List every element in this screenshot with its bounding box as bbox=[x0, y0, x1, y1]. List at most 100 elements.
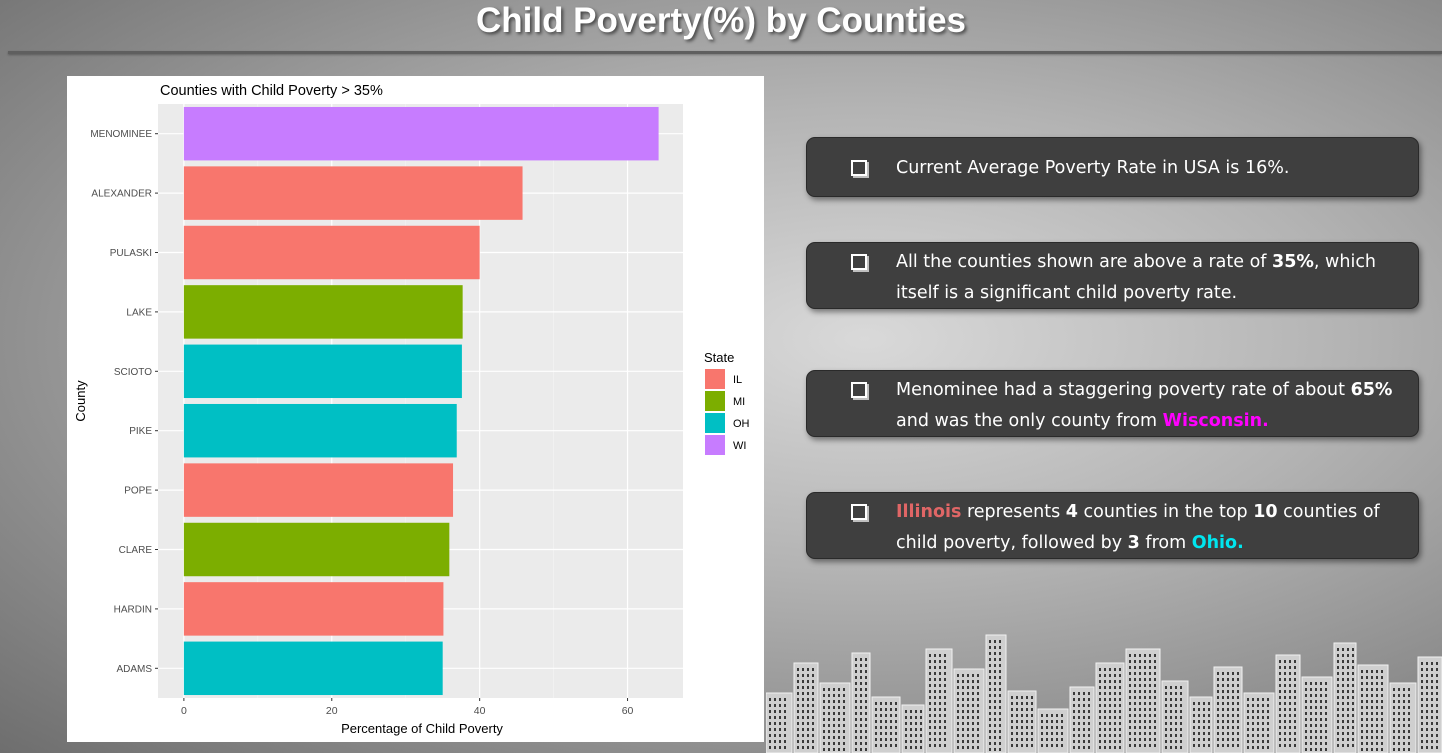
building-window bbox=[1315, 682, 1317, 685]
building-window bbox=[1222, 732, 1224, 735]
building-window bbox=[1262, 704, 1264, 707]
building-window bbox=[1139, 654, 1141, 657]
building-window bbox=[1376, 724, 1378, 727]
building-window bbox=[1403, 736, 1405, 739]
building-window bbox=[1431, 680, 1433, 683]
building-window bbox=[1262, 698, 1264, 701]
building-window bbox=[920, 746, 922, 749]
building-window bbox=[1227, 726, 1229, 729]
building-window bbox=[920, 716, 922, 719]
building-window bbox=[1011, 714, 1013, 717]
building-window bbox=[1114, 698, 1116, 701]
building-window bbox=[1279, 732, 1281, 735]
building-window bbox=[1203, 738, 1205, 741]
building-window bbox=[1371, 718, 1373, 721]
building-window bbox=[1347, 666, 1349, 669]
building-window bbox=[1325, 718, 1327, 721]
building-window bbox=[1376, 712, 1378, 715]
building-window bbox=[944, 720, 946, 723]
building-window bbox=[977, 734, 979, 737]
building-window bbox=[1361, 730, 1363, 733]
building-window bbox=[1267, 740, 1269, 743]
callout-menominee: Menominee had a staggering poverty rate … bbox=[806, 370, 1419, 437]
building-window bbox=[1119, 668, 1121, 671]
building-window bbox=[1376, 676, 1378, 679]
building-window bbox=[1289, 666, 1291, 669]
building-window bbox=[1144, 708, 1146, 711]
building-window bbox=[1352, 684, 1354, 687]
building-window bbox=[1129, 666, 1131, 669]
building-window bbox=[1279, 726, 1281, 729]
building-window bbox=[855, 742, 857, 745]
building-window bbox=[1227, 714, 1229, 717]
building-window bbox=[1165, 728, 1167, 731]
building-window bbox=[1436, 704, 1438, 707]
building-window bbox=[1352, 666, 1354, 669]
building-window bbox=[1144, 654, 1146, 657]
building-window bbox=[1073, 698, 1075, 701]
building-window bbox=[1073, 746, 1075, 749]
building-window bbox=[802, 734, 804, 737]
building-window bbox=[1366, 748, 1368, 751]
building-window bbox=[929, 690, 931, 693]
building-window bbox=[1310, 706, 1312, 709]
building-window bbox=[972, 716, 974, 719]
building-window bbox=[880, 702, 882, 705]
building-window bbox=[1180, 722, 1182, 725]
building-window bbox=[865, 718, 867, 721]
building-window bbox=[1247, 698, 1249, 701]
building-window bbox=[1431, 746, 1433, 749]
building-window bbox=[1165, 704, 1167, 707]
building-window bbox=[860, 718, 862, 721]
building-window bbox=[1129, 708, 1131, 711]
building-window bbox=[1175, 704, 1177, 707]
building-window bbox=[890, 744, 892, 747]
building-window bbox=[934, 678, 936, 681]
building-window bbox=[1149, 654, 1151, 657]
building-window bbox=[1371, 742, 1373, 745]
building-window bbox=[802, 728, 804, 731]
building-window bbox=[1361, 712, 1363, 715]
building-window bbox=[934, 720, 936, 723]
building-window bbox=[1305, 730, 1307, 733]
building-window bbox=[934, 714, 936, 717]
building-window bbox=[1021, 714, 1023, 717]
building-body bbox=[1333, 642, 1357, 753]
building-window bbox=[934, 654, 936, 657]
building-window bbox=[1421, 746, 1423, 749]
building-window bbox=[1119, 692, 1121, 695]
building-window bbox=[1217, 714, 1219, 717]
building-window bbox=[823, 730, 825, 733]
building-window bbox=[939, 726, 941, 729]
building-window bbox=[807, 728, 809, 731]
building-window bbox=[1381, 724, 1383, 727]
building-window bbox=[1021, 708, 1023, 711]
building-window bbox=[1056, 744, 1058, 747]
building-window bbox=[1431, 722, 1433, 725]
building-window bbox=[807, 686, 809, 689]
building-window bbox=[1403, 712, 1405, 715]
building-window bbox=[972, 692, 974, 695]
building-window bbox=[1267, 710, 1269, 713]
building-window bbox=[1139, 702, 1141, 705]
x-axis-label: Percentage of Child Poverty bbox=[341, 721, 503, 736]
building-window bbox=[1381, 736, 1383, 739]
building-window bbox=[977, 716, 979, 719]
building-window bbox=[838, 712, 840, 715]
building-window bbox=[1154, 744, 1156, 747]
building-window bbox=[895, 720, 897, 723]
building-window bbox=[1421, 704, 1423, 707]
building-window bbox=[999, 646, 1001, 649]
building-window bbox=[929, 678, 931, 681]
building-window bbox=[1170, 740, 1172, 743]
building-window bbox=[1232, 672, 1234, 675]
building-window bbox=[1294, 744, 1296, 747]
building-window bbox=[833, 694, 835, 697]
building-window bbox=[1361, 748, 1363, 751]
building-window bbox=[1376, 706, 1378, 709]
building-window bbox=[1398, 748, 1400, 751]
building-window bbox=[1305, 682, 1307, 685]
building-window bbox=[865, 676, 867, 679]
building-window bbox=[1129, 672, 1131, 675]
building-window bbox=[944, 744, 946, 747]
